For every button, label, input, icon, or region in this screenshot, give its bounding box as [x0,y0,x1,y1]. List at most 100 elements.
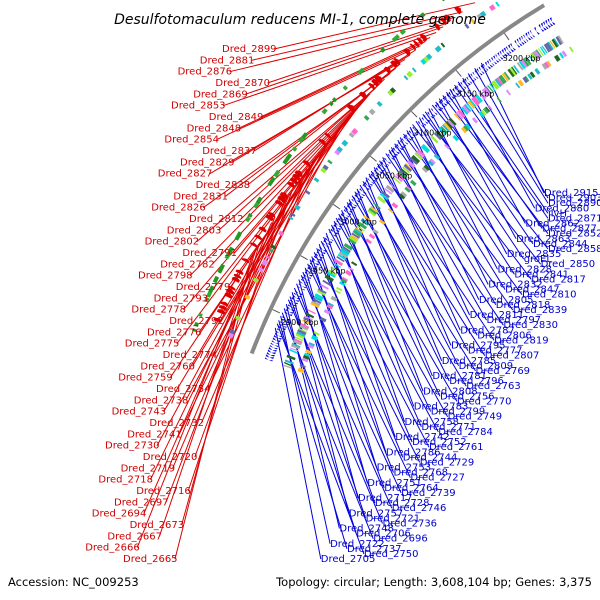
gene-label-reverse: Dred_2748 [339,524,394,535]
gene-label-reverse: Dred_2717 [358,493,413,504]
gene-arrow [392,147,400,155]
feature-segment [330,295,338,302]
feature-segment [465,123,472,130]
gene-arrow [444,95,451,103]
gene-arrow [508,44,515,53]
feature-segment [244,216,251,223]
feature-segment [368,207,378,215]
feature-segment [331,97,338,103]
gene-label-reverse: Dred_2808 [423,386,478,397]
feature-segment [301,357,309,363]
gene-arrow [382,159,390,166]
feature-segment [543,43,551,53]
leader-line-reverse [354,191,450,382]
tick-label: 3150 kbp [457,89,495,98]
gene-label-reverse: Dred_2746 [392,503,447,514]
feature-segment [464,23,470,29]
gene-label-reverse: Dred_2862 [525,219,580,230]
feature-segment [288,215,294,221]
gene-label-reverse: Dred_2880 [535,203,590,214]
gene-arrow [272,337,281,343]
gene-arrow [324,237,333,244]
feature-segment [324,274,334,282]
feature-segment [328,101,334,107]
gene-arrow [499,50,506,59]
gene-arrow [266,352,275,357]
leader-line-forward [260,36,431,118]
feature-segment [513,64,520,74]
feature-segment [534,67,541,75]
feature-segment [237,231,243,237]
gene-arrow [268,347,277,352]
feature-segment [434,45,442,53]
feature-segment [474,93,483,103]
feature-segment [336,146,344,153]
gene-label-forward: Dred_2881 [200,55,255,66]
gene-arrow [433,22,441,31]
gene-arrow [333,224,342,231]
gene-label-forward: Dred_2779 [176,282,231,293]
feature-segment [507,68,515,78]
kbp-ticks: 3200 kbp 3150 kbp 3100 kbp 3050 kbp 3000 kbp… [272,33,540,327]
feature-segment [193,321,200,328]
gene-arrow [374,75,383,84]
gene-label-reverse: Dred_2809 [459,361,514,372]
gene-label-forward: Dred_2720 [143,452,198,463]
feature-segment [509,67,517,76]
gene-arrow [264,357,273,362]
leader-line-reverse [412,124,532,280]
gene-arrow [545,20,551,28]
feature-segment [503,71,511,81]
gene-arrow [370,173,378,180]
gene-arrow [413,40,420,48]
feature-segment [378,219,386,225]
leader-line-reverse [449,88,526,224]
feature-segment [357,67,365,76]
feature-segment [411,154,421,164]
gene-label-reverse: Dred_2758 [405,417,460,428]
gene-label-forward: Dred_2719 [121,463,176,474]
gene-arrow [538,24,545,32]
gene-label-forward: Dred_2741 [127,429,182,440]
feature-segment [367,209,376,217]
gene-label-forward: Dred_2718 [98,475,153,486]
gene-arrow [460,81,467,89]
feature-segment [410,179,417,187]
feature-segment [488,4,496,12]
leader-line-reverse [370,170,469,351]
leader-line-forward [207,144,326,390]
gene-arrow [372,172,380,178]
gene-label-reverse: Dred_2705 [321,554,376,565]
feature-segment [204,296,210,303]
gene-arrow [312,257,321,264]
leader-line-forward [196,87,376,243]
feature-segment [455,111,464,120]
gene-label-reverse: Dred_2721 [366,513,421,524]
feature-segment [505,89,512,96]
gene-arrow [311,259,320,266]
feature-segment [547,41,554,50]
feature-segment [314,293,324,301]
gene-arrow [342,211,350,218]
feature-segment [304,315,313,321]
gene-arrow [289,177,298,185]
gene-arrow [231,277,240,283]
tick-mark [411,111,418,118]
gene-arrow [393,57,401,66]
feature-segment [527,73,533,80]
gene-label-reverse: Dred_2832 [488,280,543,291]
feature-segment [255,196,263,205]
leader-line-reverse [422,113,541,265]
tick-mark [504,33,510,41]
feature-segment [337,253,347,261]
leader-line-reverse [376,163,495,341]
gene-arrow [419,119,427,126]
feature-segment [278,230,285,237]
gene-arrow [306,269,314,275]
feature-segment [476,13,483,20]
feature-segment [529,71,536,79]
gene-label-forward: Dred_2774 [163,350,218,361]
feature-segment [406,185,412,191]
leader-line-forward [143,222,273,514]
